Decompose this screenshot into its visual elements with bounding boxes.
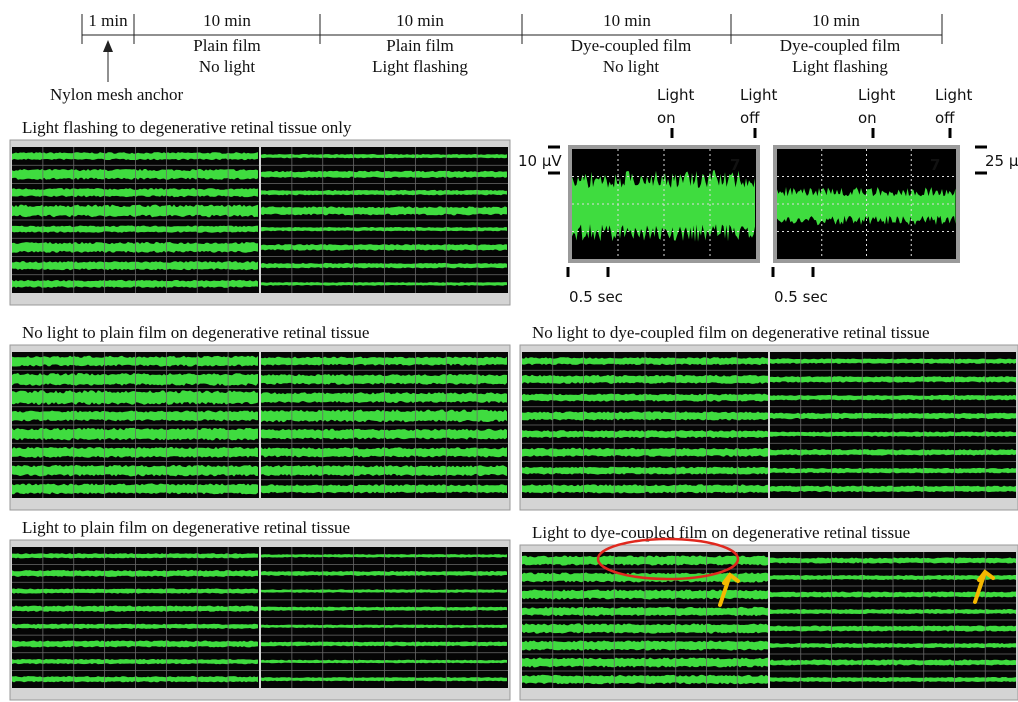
signal-band <box>261 447 507 458</box>
signal-band <box>12 279 258 288</box>
condition-label: Light flashing <box>372 57 468 76</box>
signal-band <box>12 658 258 665</box>
channel-number: 7 <box>730 156 740 174</box>
signal-band <box>12 427 258 441</box>
signal-band <box>12 410 258 422</box>
highlight-ellipse <box>596 537 740 581</box>
panel-title: No light to dye-coupled film on degenera… <box>532 323 930 342</box>
duration-label: 10 min <box>203 11 251 30</box>
signal-band <box>12 241 258 253</box>
condition-label: Plain film <box>386 36 454 55</box>
mea-grid <box>261 547 508 688</box>
channel-number: 7 <box>930 156 940 174</box>
mea-grid <box>12 547 259 688</box>
duration-label: 10 min <box>603 11 651 30</box>
duration-label: 1 min <box>88 11 128 30</box>
marker-label: on <box>657 109 676 127</box>
mea-grid <box>522 552 768 688</box>
mea-grid <box>12 147 259 293</box>
arrow <box>973 569 995 604</box>
marker-label: on <box>858 109 877 127</box>
duration-label: 10 min <box>396 11 444 30</box>
arrow <box>718 572 740 607</box>
signal-band <box>261 554 507 558</box>
scale-label: 10 µV <box>518 152 562 170</box>
marker-label: off <box>740 109 760 127</box>
condition-label: Light flashing <box>792 57 888 76</box>
signal-band <box>261 226 507 232</box>
condition-label: Plain film <box>193 36 261 55</box>
signal-band <box>261 484 507 494</box>
signal-band <box>261 641 507 647</box>
panel-title: Light to plain film on degenerative reti… <box>22 518 350 537</box>
marker-label: off <box>935 109 955 127</box>
marker-label: Light <box>740 86 778 104</box>
condition-label: Dye-coupled film <box>780 36 900 55</box>
condition-label: No light <box>603 57 659 76</box>
panel-title: Light flashing to degenerative retinal t… <box>22 118 352 137</box>
condition-label: No light <box>199 57 255 76</box>
signal-band <box>261 244 507 251</box>
signal-band <box>12 623 258 629</box>
signal-band <box>12 261 258 271</box>
signal-band <box>261 659 507 664</box>
duration-label: 10 min <box>812 11 860 30</box>
marker-label: Light <box>657 86 695 104</box>
mea-grid <box>261 147 508 293</box>
marker-label: Light <box>935 86 973 104</box>
time-scale: 0.5 sec <box>774 288 828 306</box>
anchor-label: Nylon mesh anchor <box>50 85 183 104</box>
signal-band <box>261 206 507 216</box>
marker-label: Light <box>858 86 896 104</box>
mea-grid <box>770 552 1016 688</box>
mea-grid <box>770 352 1016 498</box>
timeline <box>81 14 943 82</box>
time-scale: 0.5 sec <box>569 288 623 306</box>
signal-band <box>12 355 258 367</box>
mea-grid <box>12 352 259 498</box>
signal-band <box>261 189 507 196</box>
panel-title: No light to plain film on degenerative r… <box>22 323 369 342</box>
signal-band <box>12 483 258 495</box>
condition-label: Dye-coupled film <box>571 36 691 55</box>
scale-label: 25 µV <box>985 152 1018 170</box>
panel-title: Light to dye-coupled film on degenerativ… <box>532 523 910 542</box>
mea-grid <box>522 352 768 498</box>
mea-grid <box>261 352 508 498</box>
